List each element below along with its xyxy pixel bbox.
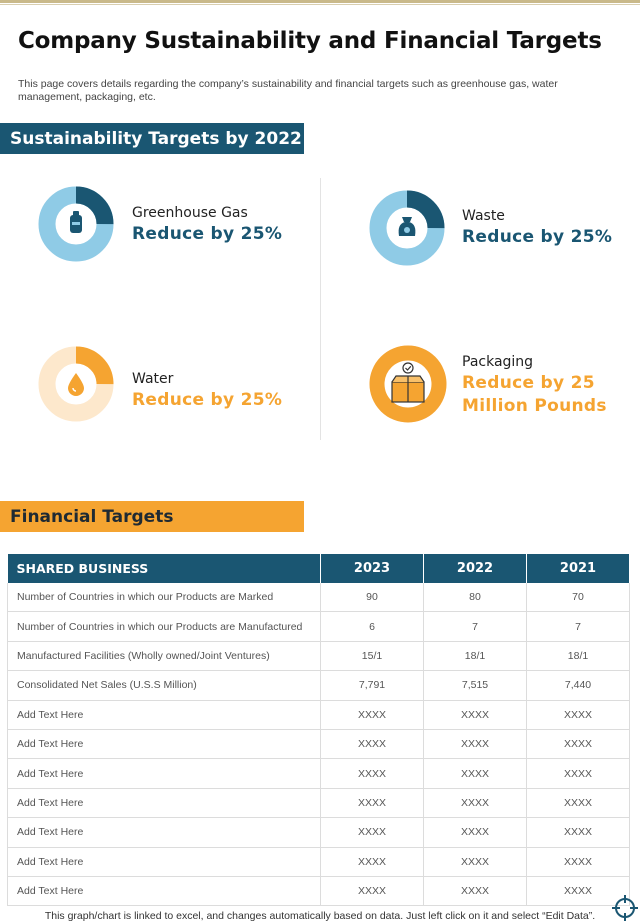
table-row: Add Text Here XXXX XXXX XXXX — [7, 729, 630, 760]
table-row: Add Text Here XXXX XXXX XXXX — [7, 758, 630, 789]
column-header: 2021 — [526, 554, 630, 583]
crosshair-icon — [612, 895, 638, 921]
table-cell: XXXX — [423, 758, 527, 789]
table-cell: 80 — [423, 583, 527, 613]
table-cell: XXXX — [320, 876, 424, 907]
table-cell: XXXX — [526, 788, 630, 819]
target-label: Greenhouse Gas — [132, 205, 248, 221]
footnote: This graph/chart is linked to excel, and… — [44, 910, 596, 922]
target-value-line2: Million Pounds — [462, 396, 607, 416]
greenhouse-gas-donut — [38, 186, 114, 262]
row-label: Manufactured Facilities (Wholly owned/Jo… — [7, 641, 321, 672]
table-row: Number of Countries in which our Product… — [7, 583, 630, 613]
table-cell: XXXX — [423, 729, 527, 760]
table-cell: 7,440 — [526, 670, 630, 701]
row-label: Number of Countries in which our Product… — [7, 583, 321, 613]
table-row: Add Text Here XXXX XXXX XXXX — [7, 817, 630, 848]
row-label: Add Text Here — [7, 729, 321, 760]
waste-donut — [369, 190, 445, 266]
page-title: Company Sustainability and Financial Tar… — [18, 28, 602, 54]
top-rule-thin — [0, 4, 640, 5]
table-cell: XXXX — [423, 700, 527, 730]
table-cell: 15/1 — [320, 641, 424, 672]
table-cell: XXXX — [423, 817, 527, 848]
target-value: Reduce by 25% — [132, 224, 283, 244]
table-cell: XXXX — [526, 817, 630, 848]
table-cell: XXXX — [423, 847, 527, 877]
target-value: Reduce by 25% — [462, 227, 613, 247]
table-cell: XXXX — [526, 729, 630, 760]
table-cell: XXXX — [526, 700, 630, 730]
row-label: Add Text Here — [7, 700, 321, 730]
column-header: 2022 — [423, 554, 527, 583]
table-cell: 7 — [526, 611, 630, 642]
financial-table: SHARED BUSINESS 2023 2022 2021 Number of… — [7, 554, 630, 907]
table-cell: XXXX — [320, 729, 424, 760]
table-row: Number of Countries in which our Product… — [7, 611, 630, 642]
intro-text: This page covers details regarding the c… — [18, 78, 558, 103]
financial-heading: Financial Targets — [0, 501, 304, 532]
water-donut — [38, 346, 114, 422]
table-cell: XXXX — [320, 788, 424, 819]
table-cell: XXXX — [320, 758, 424, 789]
gas-cylinder-icon — [70, 211, 82, 233]
table-cell: XXXX — [320, 700, 424, 730]
table-cell: XXXX — [423, 788, 527, 819]
donut-fill — [369, 345, 447, 423]
row-label: Add Text Here — [7, 847, 321, 877]
package-box-icon — [391, 362, 425, 403]
water-drop-icon — [68, 373, 84, 396]
target-label: Waste — [462, 208, 505, 224]
donut-fill — [38, 346, 114, 422]
top-rule — [0, 0, 640, 3]
target-value-line1: Reduce by 25 — [462, 373, 595, 393]
donut-fill — [38, 186, 114, 262]
waste-bag-icon — [398, 217, 416, 236]
table-cell: 70 — [526, 583, 630, 613]
table-cell: XXXX — [526, 847, 630, 877]
table-row: Add Text Here XXXX XXXX XXXX — [7, 876, 630, 907]
table-cell: 7 — [423, 611, 527, 642]
target-value: Reduce by 25% — [132, 390, 283, 410]
table-cell: 7,515 — [423, 670, 527, 701]
table-cell: XXXX — [526, 758, 630, 789]
column-header: SHARED BUSINESS — [7, 554, 321, 583]
column-header: 2023 — [320, 554, 424, 583]
table-cell: 90 — [320, 583, 424, 613]
donut-fill — [369, 190, 445, 266]
row-label: Add Text Here — [7, 876, 321, 907]
table-cell: XXXX — [320, 847, 424, 877]
table-row: Manufactured Facilities (Wholly owned/Jo… — [7, 641, 630, 672]
table-header-row: SHARED BUSINESS 2023 2022 2021 — [7, 554, 630, 583]
table-row: Add Text Here XXXX XXXX XXXX — [7, 847, 630, 877]
table-cell: 18/1 — [423, 641, 527, 672]
row-label: Add Text Here — [7, 817, 321, 848]
row-label: Add Text Here — [7, 788, 321, 819]
table-row: Consolidated Net Sales (U.S.S Million) 7… — [7, 670, 630, 701]
table-row: Add Text Here XXXX XXXX XXXX — [7, 788, 630, 819]
table-cell: XXXX — [423, 876, 527, 907]
sustainability-heading: Sustainability Targets by 2022 — [0, 123, 304, 154]
table-cell: 7,791 — [320, 670, 424, 701]
target-label: Packaging — [462, 354, 534, 370]
table-cell: XXXX — [526, 876, 630, 907]
table-cell: XXXX — [320, 817, 424, 848]
row-label: Consolidated Net Sales (U.S.S Million) — [7, 670, 321, 701]
table-cell: 18/1 — [526, 641, 630, 672]
row-label: Add Text Here — [7, 758, 321, 789]
target-label: Water — [132, 371, 174, 387]
row-label: Number of Countries in which our Product… — [7, 611, 321, 642]
packaging-donut — [369, 345, 447, 423]
table-row: Add Text Here XXXX XXXX XXXX — [7, 700, 630, 730]
vertical-divider — [320, 178, 321, 440]
table-cell: 6 — [320, 611, 424, 642]
